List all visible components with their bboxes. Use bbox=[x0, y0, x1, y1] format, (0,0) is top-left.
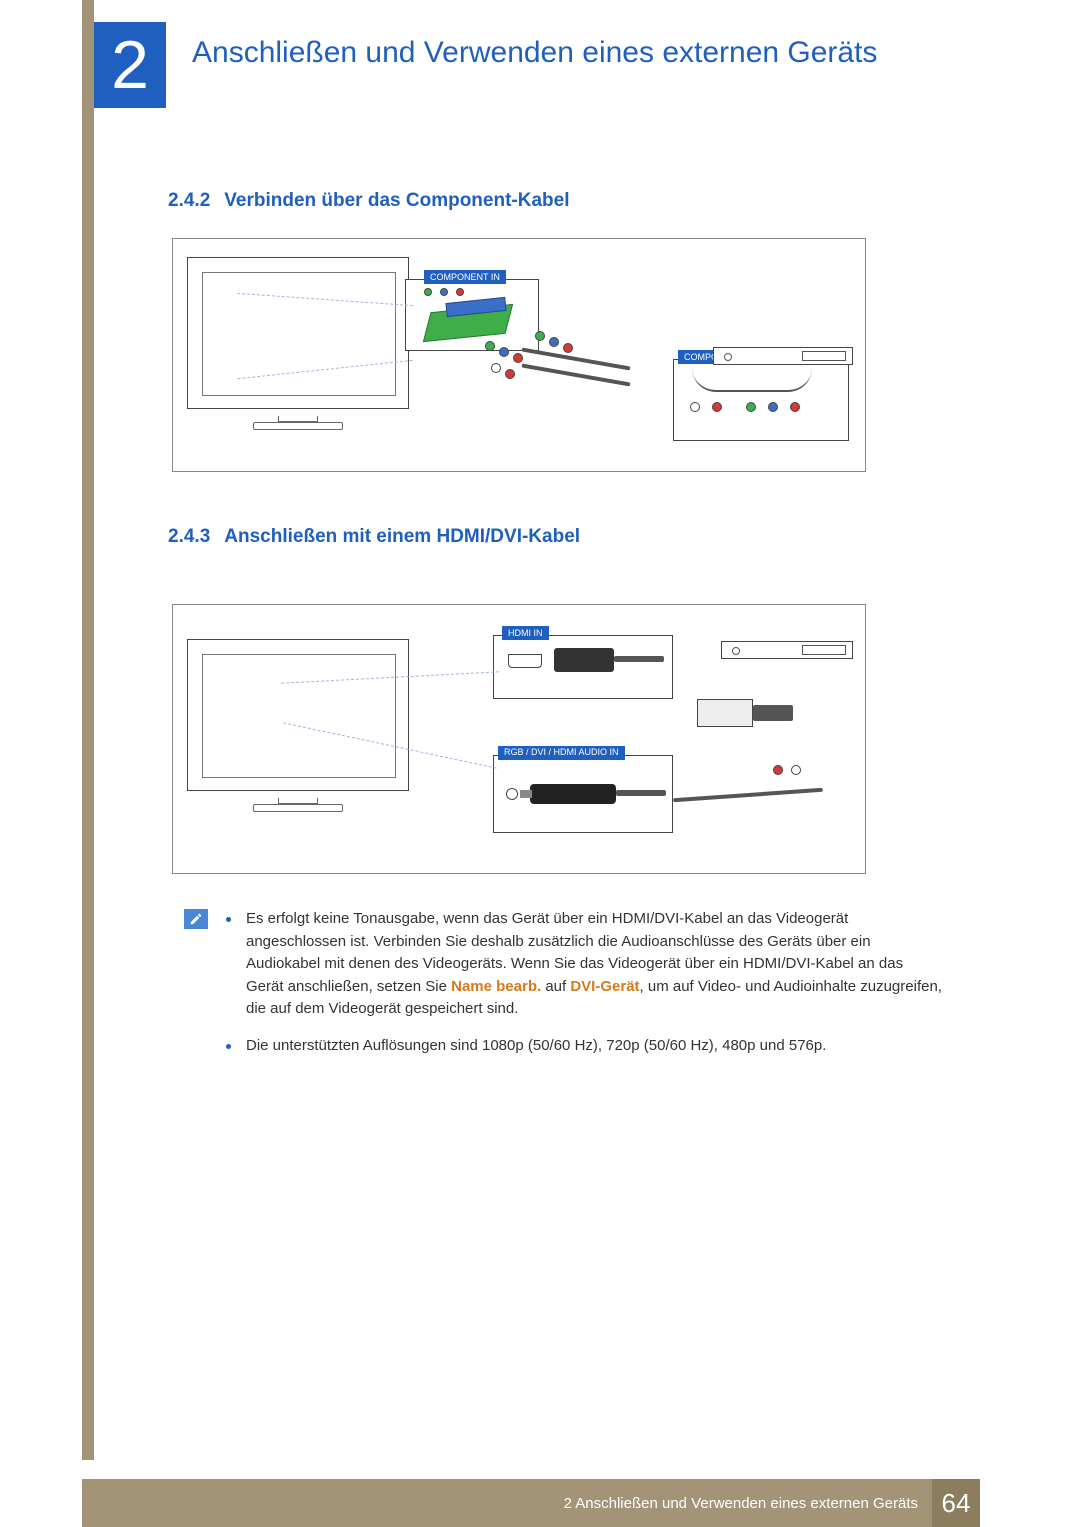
section-heading-242: 2.4.2 Verbinden über das Component-Kabel bbox=[168, 190, 569, 212]
tv-rear-illustration bbox=[187, 257, 409, 409]
diagram-hdmi-dvi-cable: HDMI IN RGB / DVI / HDMI AUDIO IN bbox=[172, 604, 866, 874]
chapter-title: Anschließen und Verwenden eines externen… bbox=[192, 34, 877, 72]
section-title: Anschließen mit einem HDMI/DVI-Kabel bbox=[224, 526, 580, 547]
sidebar-stripe bbox=[82, 0, 94, 1460]
note-item-2: Die unterstützten Auflösungen sind 1080p… bbox=[222, 1035, 942, 1058]
component-in-port: COMPONENT IN bbox=[405, 279, 539, 351]
highlight-name-bearb: Name bearb. bbox=[451, 978, 541, 995]
footer-text: 2 Anschließen und Verwenden eines extern… bbox=[564, 1495, 918, 1512]
section-number: 2.4.3 bbox=[168, 526, 210, 547]
hdmi-in-port: HDMI IN bbox=[493, 635, 673, 699]
footer-bar: 2 Anschließen und Verwenden eines extern… bbox=[82, 1479, 980, 1527]
tv-rear-illustration bbox=[187, 639, 409, 791]
dvi-connector bbox=[697, 691, 793, 735]
section-heading-243: 2.4.3 Anschließen mit einem HDMI/DVI-Kabe… bbox=[168, 526, 580, 548]
highlight-dvi-geraet: DVI-Gerät bbox=[570, 978, 639, 995]
page-number: 64 bbox=[932, 1479, 980, 1527]
audio-cable bbox=[673, 788, 823, 802]
section-title: Verbinden über das Component-Kabel bbox=[224, 190, 569, 211]
audio-in-label: RGB / DVI / HDMI AUDIO IN bbox=[498, 746, 625, 760]
component-in-label: COMPONENT IN bbox=[424, 270, 506, 284]
external-device bbox=[721, 641, 853, 659]
note-list: Es erfolgt keine Tonausgabe, wenn das Ge… bbox=[222, 908, 942, 1071]
note-item-1: Es erfolgt keine Tonausgabe, wenn das Ge… bbox=[222, 908, 942, 1021]
section-number: 2.4.2 bbox=[168, 190, 210, 211]
component-out-port: COMPONENT OUT bbox=[673, 359, 849, 441]
external-device bbox=[713, 347, 853, 365]
hdmi-in-label: HDMI IN bbox=[502, 626, 549, 640]
audio-in-port: RGB / DVI / HDMI AUDIO IN bbox=[493, 755, 673, 833]
chapter-number-badge: 2 bbox=[94, 22, 166, 108]
diagram-component-cable: COMPONENT IN COMPONENT OUT bbox=[172, 238, 866, 472]
note-icon bbox=[184, 909, 208, 929]
